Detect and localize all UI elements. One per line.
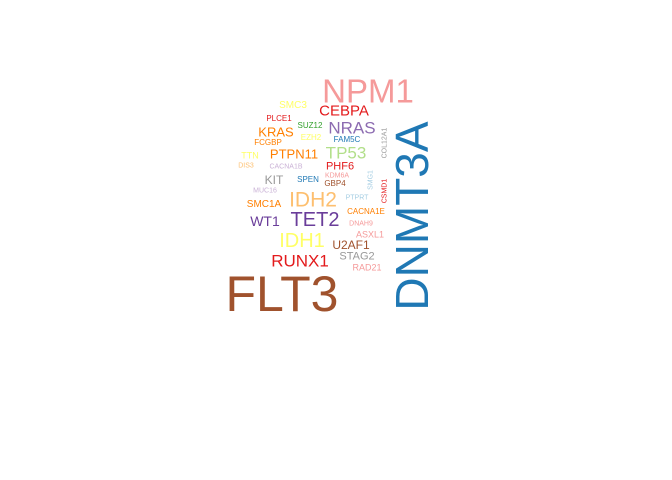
word-dnah9: DNAH9 bbox=[349, 220, 373, 228]
word-nras: NRAS bbox=[328, 118, 376, 138]
word-suz12: SUZ12 bbox=[297, 121, 323, 130]
word-idh2: IDH2 bbox=[289, 188, 337, 212]
word-runx1: RUNX1 bbox=[271, 251, 329, 271]
word-gbp4: GBP4 bbox=[324, 179, 346, 188]
word-fcgbp: FCGBP bbox=[254, 138, 282, 147]
word-ezh2: EZH2 bbox=[300, 133, 322, 142]
word-asxl1: ASXL1 bbox=[355, 229, 385, 240]
word-ptprt: PTPRT bbox=[345, 194, 369, 202]
word-kras: KRAS bbox=[258, 124, 294, 140]
word-cebpa: CEBPA bbox=[319, 102, 369, 120]
word-stag2: STAG2 bbox=[339, 250, 375, 263]
word-cacna1b: CACNA1B bbox=[269, 163, 303, 171]
word-kdm6a: KDM6A bbox=[324, 172, 350, 180]
word-spen: SPEN bbox=[297, 175, 319, 184]
word-idh1: IDH1 bbox=[279, 230, 325, 252]
word-ttn: TTN bbox=[241, 150, 259, 161]
word-smg1: SMG1 bbox=[367, 170, 375, 190]
word-muc16: MUC16 bbox=[253, 187, 277, 195]
word-u2af1: U2AF1 bbox=[332, 238, 370, 252]
word-dis3: DIS3 bbox=[238, 162, 254, 170]
word-kit: KIT bbox=[264, 173, 284, 187]
word-ptpn11: PTPN11 bbox=[269, 146, 319, 162]
word-wt1: WT1 bbox=[250, 213, 280, 229]
word-smc3: SMC3 bbox=[279, 100, 307, 111]
word-dnmt3a: DNMT3A bbox=[386, 121, 438, 311]
word-rad21: RAD21 bbox=[352, 262, 382, 273]
word-fam5c: FAM5C bbox=[333, 135, 361, 144]
word-smc1a: SMC1A bbox=[246, 199, 282, 210]
word-tet2: TET2 bbox=[290, 209, 340, 231]
word-tp53: TP53 bbox=[325, 143, 367, 163]
word-csmd1: CSMD1 bbox=[381, 178, 389, 204]
word-plce1: PLCE1 bbox=[266, 114, 292, 123]
word-col12a1: COL12A1 bbox=[381, 127, 389, 159]
word-npm1: NPM1 bbox=[322, 72, 414, 110]
word-flt3: FLT3 bbox=[225, 266, 339, 322]
word-phf6: PHF6 bbox=[325, 160, 355, 173]
word-cacna1e: CACNA1E bbox=[347, 207, 385, 216]
